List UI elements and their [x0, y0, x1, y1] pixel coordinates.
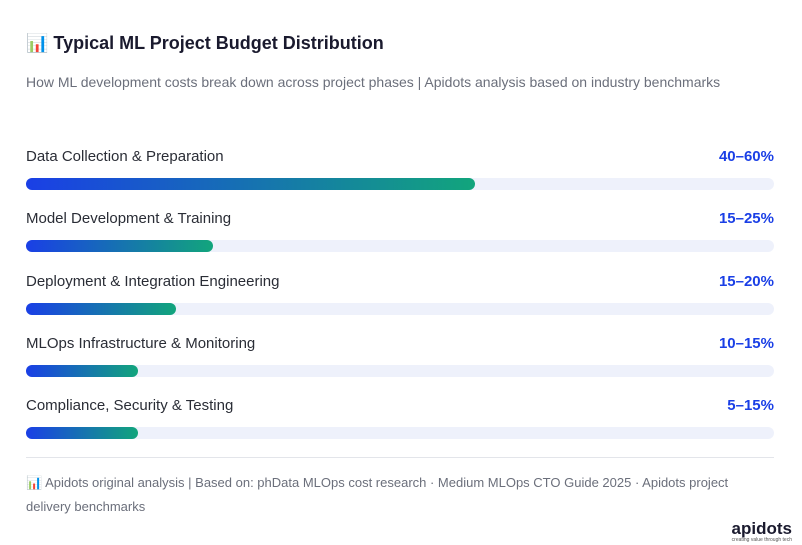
category-label: Model Development & Training — [26, 210, 232, 228]
logo-name: apidots — [731, 519, 792, 538]
bar — [26, 178, 475, 190]
bar-track — [26, 178, 774, 190]
bar-track — [26, 240, 774, 253]
category-label: Compliance, Security & Testing — [26, 397, 234, 415]
bar — [26, 427, 139, 440]
value-label: 40–60% — [718, 148, 774, 165]
bar — [26, 302, 176, 315]
logo: apidots creating value through tech — [731, 519, 792, 543]
bar-track — [26, 364, 774, 377]
bar-list: Data Collection & Preparation 40–60% Model… — [26, 146, 774, 457]
bar-track — [26, 427, 774, 440]
bar-row: Model Development & Training 15–25% — [26, 208, 774, 270]
divider — [26, 457, 774, 458]
bar-row: Deployment & Integration Engineering 15–2… — [26, 271, 774, 333]
category-label: Deployment & Integration Engineering — [26, 272, 280, 290]
chart-title: 📊 Typical ML Project Budget Distribution — [26, 33, 384, 53]
chart-subtitle: How ML development costs break down acro… — [26, 74, 721, 90]
bar-row: Data Collection & Preparation 40–60% — [26, 146, 774, 208]
logo-tagline: creating value through tech — [731, 537, 792, 543]
value-label: 10–15% — [718, 334, 774, 352]
value-label: 5–15% — [727, 397, 774, 415]
category-label: MLOps Infrastructure & Monitoring — [26, 334, 256, 352]
category-label: Data Collection & Preparation — [26, 148, 224, 165]
bar-track — [26, 302, 774, 315]
bar-row: MLOps Infrastructure & Monitoring 10–15% — [26, 333, 774, 395]
bar — [26, 364, 139, 377]
source-note: 📊 Apidots original analysis | Based on: … — [26, 475, 729, 514]
value-label: 15–20% — [718, 272, 774, 290]
bar-row: Compliance, Security & Testing 5–15% — [26, 395, 774, 457]
bar — [26, 240, 213, 253]
value-label: 15–25% — [718, 210, 774, 228]
